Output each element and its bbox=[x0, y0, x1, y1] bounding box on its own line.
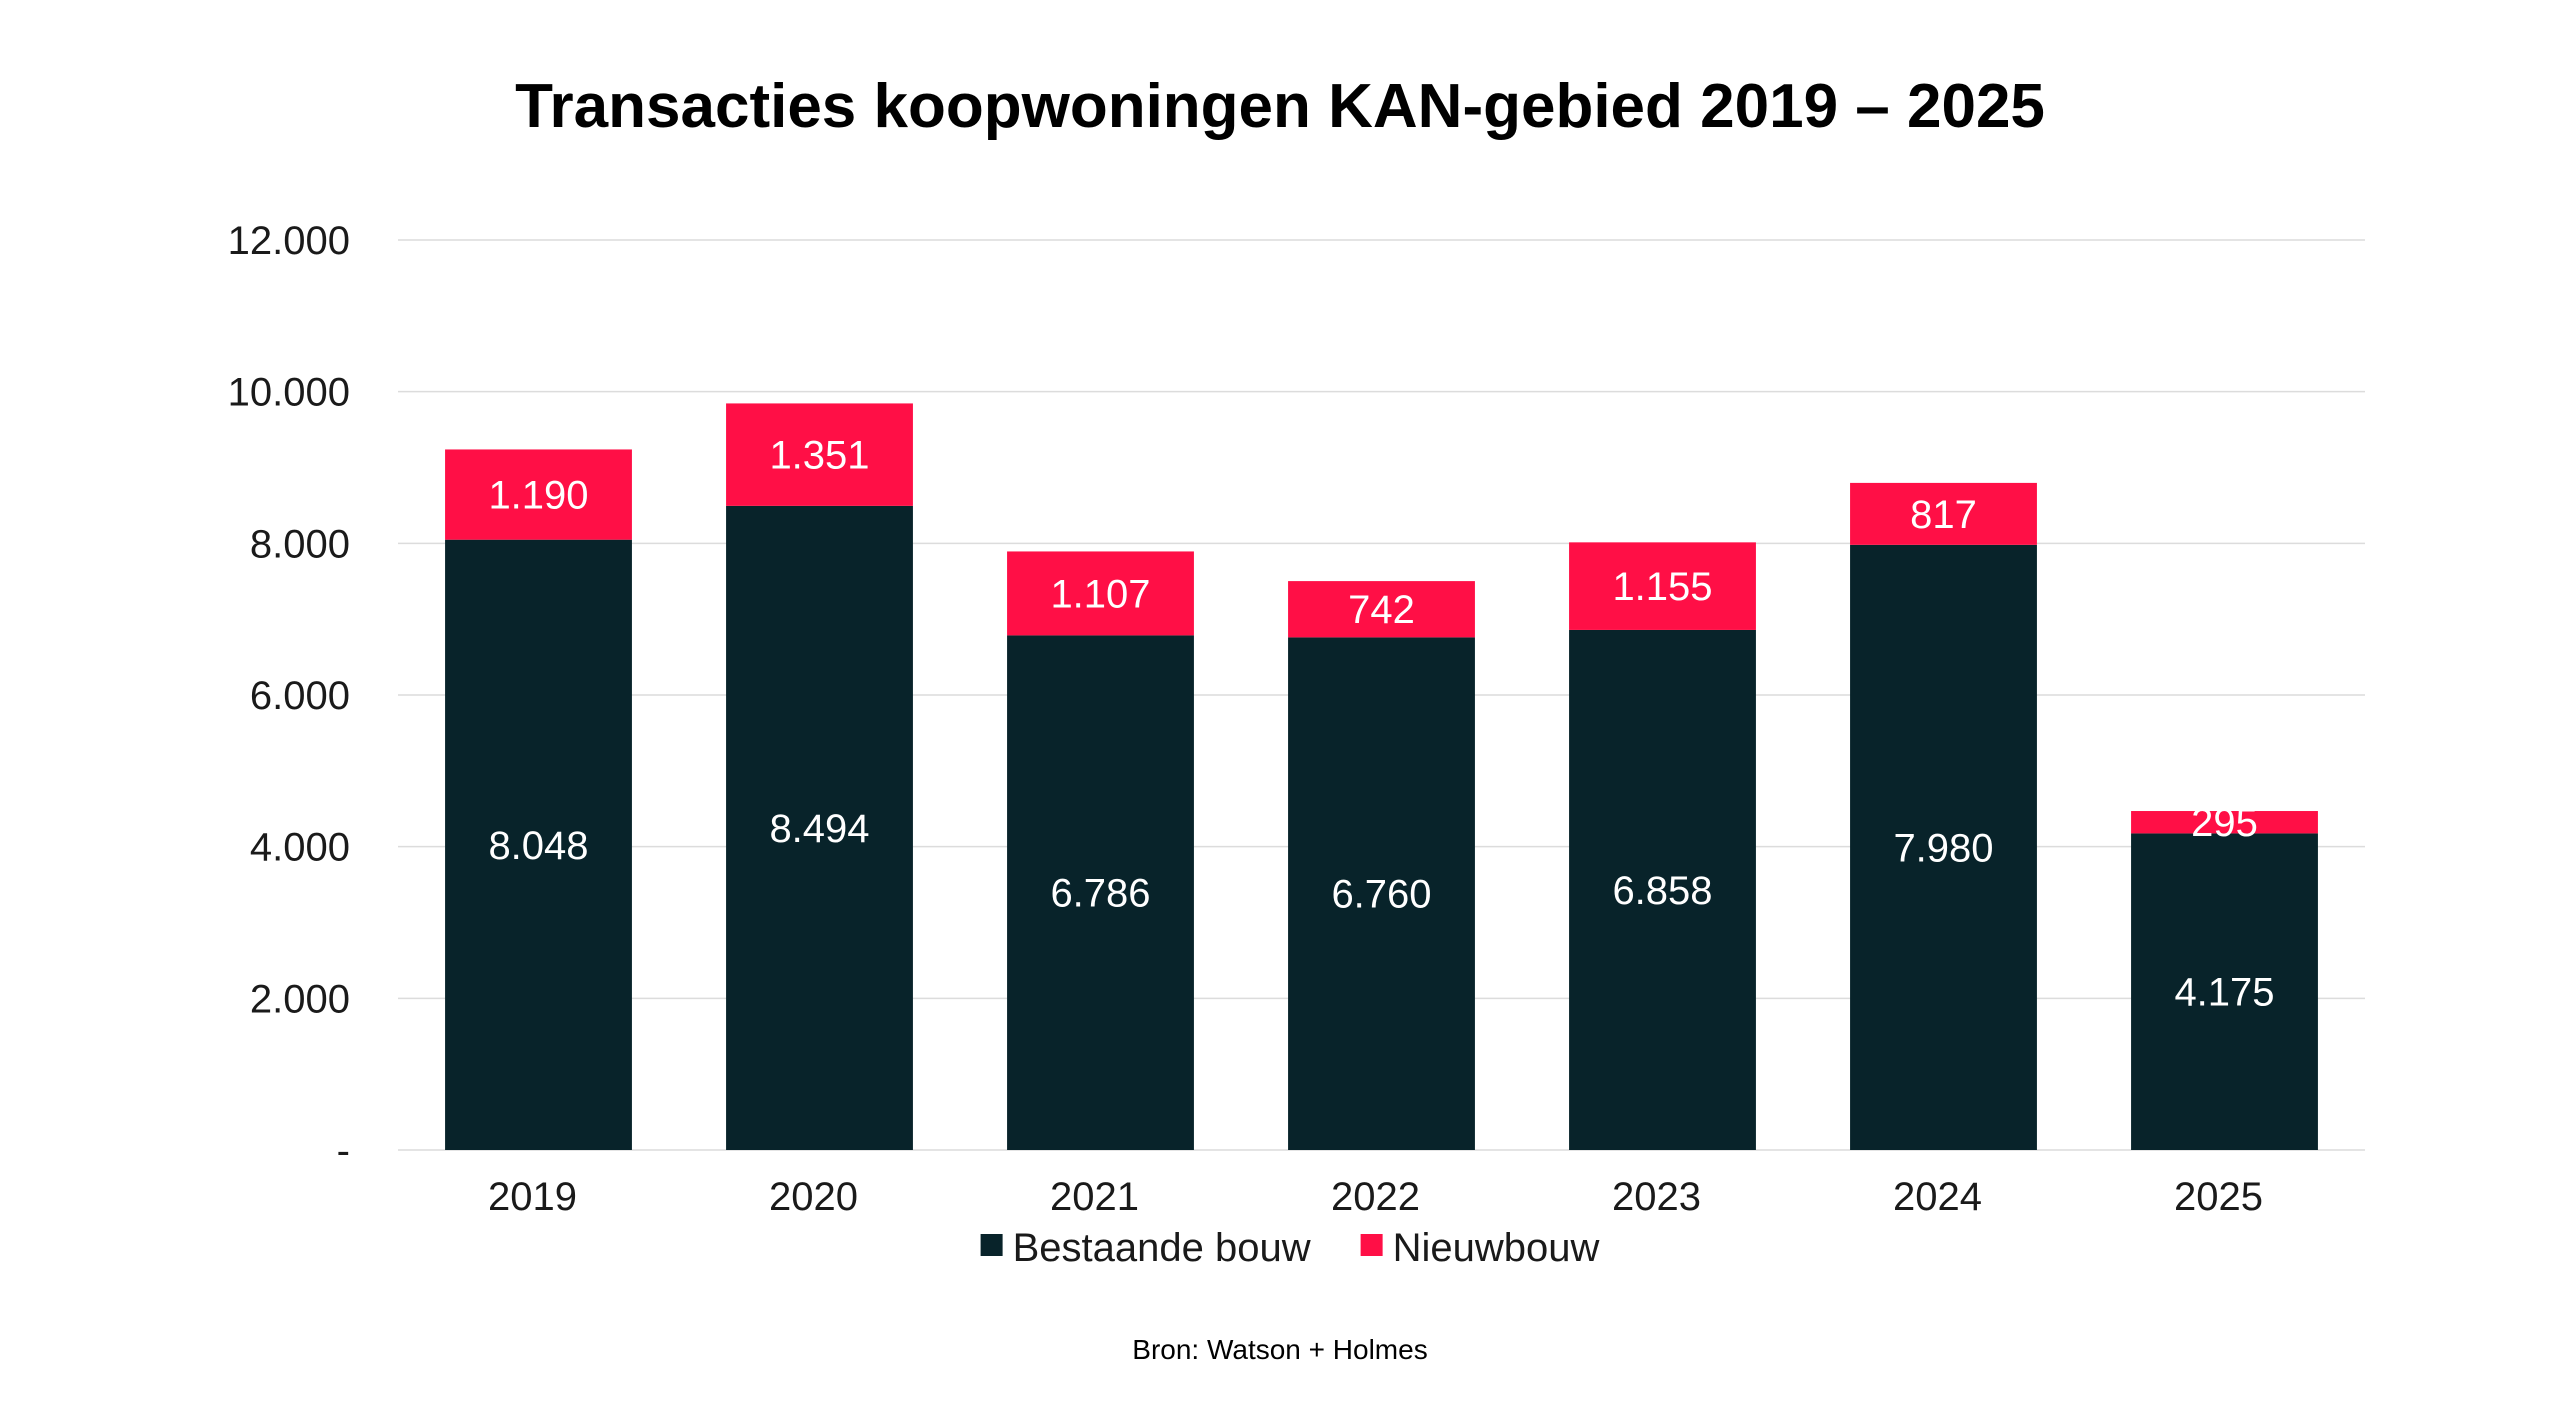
data-label-nieuwbouw: 1.351 bbox=[769, 434, 869, 478]
x-axis-ticks: 2019 2020 2021 2022 2023 2024 2025 bbox=[488, 1175, 2263, 1219]
y-axis-ticks: - 2.000 4.000 6.000 8.000 10.000 12.000 bbox=[228, 219, 350, 1173]
bar-nieuwbouw bbox=[445, 449, 632, 540]
bar-nieuwbouw bbox=[726, 403, 913, 506]
y-tick-label: 6.000 bbox=[250, 674, 350, 718]
data-label-nieuwbouw: 1.155 bbox=[1612, 565, 1712, 609]
x-tick-label: 2020 bbox=[769, 1175, 858, 1219]
legend-label: Bestaande bouw bbox=[1013, 1226, 1311, 1270]
data-label-bestaande-bouw: 6.786 bbox=[1050, 872, 1150, 916]
y-tick-label: 4.000 bbox=[250, 826, 350, 870]
y-tick-label: 10.000 bbox=[228, 371, 350, 415]
legend-label: Nieuwbouw bbox=[1393, 1226, 1600, 1270]
bar-bestaande-bouw bbox=[445, 539, 632, 1150]
y-tick-label: - bbox=[337, 1129, 350, 1173]
y-tick-label: 2.000 bbox=[250, 977, 350, 1021]
y-tick-label: 8.000 bbox=[250, 522, 350, 566]
x-tick-label: 2022 bbox=[1331, 1175, 1420, 1219]
bar-bestaande-bouw bbox=[1007, 635, 1194, 1150]
data-label-nieuwbouw: 1.190 bbox=[488, 474, 588, 518]
y-tick-label: 12.000 bbox=[228, 219, 350, 263]
bar-nieuwbouw bbox=[1850, 482, 2037, 545]
bar-bestaande-bouw bbox=[1850, 544, 2037, 1150]
source-note: Bron: Watson + Holmes bbox=[1132, 1334, 1427, 1365]
data-label-bestaande-bouw: 6.760 bbox=[1331, 873, 1431, 917]
bar-bestaande-bouw bbox=[2131, 833, 2318, 1150]
data-label-nieuwbouw: 742 bbox=[1348, 588, 1415, 632]
data-label-bestaande-bouw: 8.494 bbox=[769, 807, 869, 851]
data-label-bestaande-bouw: 6.858 bbox=[1612, 869, 1712, 913]
x-tick-label: 2021 bbox=[1050, 1175, 1139, 1219]
data-label-bestaande-bouw: 8.048 bbox=[488, 824, 588, 868]
bars bbox=[445, 403, 2318, 1150]
data-label-bestaande-bouw: 4.175 bbox=[2174, 971, 2274, 1015]
data-label-bestaande-bouw: 7.980 bbox=[1893, 826, 1993, 870]
x-tick-label: 2024 bbox=[1893, 1175, 1982, 1219]
legend-swatch-bestaande-bouw bbox=[980, 1234, 1003, 1256]
x-tick-label: 2019 bbox=[488, 1175, 577, 1219]
data-label-nieuwbouw: 1.107 bbox=[1050, 572, 1150, 616]
legend-swatch-nieuwbouw bbox=[1360, 1234, 1383, 1256]
bar-nieuwbouw bbox=[1569, 542, 1756, 630]
legend: Bestaande bouw Nieuwbouw bbox=[980, 1226, 1600, 1270]
x-tick-label: 2023 bbox=[1612, 1175, 1701, 1219]
bar-nieuwbouw bbox=[1007, 551, 1194, 636]
x-tick-label: 2025 bbox=[2174, 1175, 2263, 1219]
bar-labels: 8.048 1.190 8.494 1.351 6.786 1.107 6.760 742 6.… bbox=[488, 434, 2274, 1015]
data-label-nieuwbouw: 295 bbox=[2191, 801, 2258, 845]
data-label-nieuwbouw: 817 bbox=[1910, 493, 1977, 537]
bar-bestaande-bouw bbox=[1288, 637, 1475, 1150]
bar-nieuwbouw bbox=[2131, 811, 2318, 834]
bar-nieuwbouw bbox=[1288, 581, 1475, 638]
bar-bestaande-bouw bbox=[726, 505, 913, 1150]
bar-bestaande-bouw bbox=[1569, 629, 1756, 1150]
chart-title: Transacties koopwoningen KAN-gebied 2019… bbox=[515, 72, 2045, 141]
